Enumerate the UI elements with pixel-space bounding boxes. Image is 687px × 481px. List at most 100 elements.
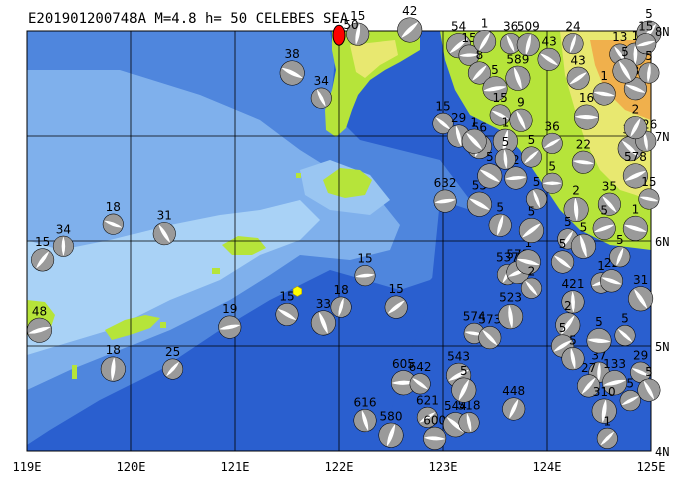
depth-label: 5 <box>559 321 567 335</box>
depth-label: 5 <box>621 312 629 326</box>
focal-mechanism-beachball <box>433 189 457 213</box>
depth-label: 2 <box>632 103 640 117</box>
depth-label: 5 <box>645 7 653 21</box>
depth-label: 1 <box>632 202 640 216</box>
depth-label: 580 <box>380 409 403 423</box>
focal-mechanism-beachball <box>563 197 589 222</box>
depth-label: 2 <box>572 184 580 198</box>
depth-label: 13 <box>612 30 627 44</box>
focal-mechanism-beachball <box>537 47 561 71</box>
focal-mechanism-beachball <box>504 166 528 190</box>
focal-mechanism-beachball <box>515 249 541 275</box>
depth-label: 1 <box>524 236 532 250</box>
focal-mechanism-beachball <box>478 326 502 350</box>
depth-label: 5 <box>600 203 608 217</box>
land-tawi <box>105 315 160 340</box>
depth-label: 18 <box>106 343 121 357</box>
focal-mechanism-beachball <box>622 163 648 189</box>
depth-label: 5 <box>564 215 572 229</box>
focal-mechanism-beachball <box>353 409 377 433</box>
depth-label: 19 <box>222 302 237 316</box>
focal-mechanism-beachball <box>218 315 242 339</box>
depth-label: 16 <box>579 91 594 105</box>
depth-label: 43 <box>571 53 586 67</box>
focal-mechanism-beachball <box>100 356 126 382</box>
lon-tick-label: 119E <box>13 460 42 474</box>
depth-label: 574 <box>463 309 486 323</box>
islet <box>160 322 166 328</box>
focal-mechanism-beachball <box>416 406 438 428</box>
figure-title: E201901200748A M=4.8 h= 50 CELEBES SEA <box>28 11 349 27</box>
depth-label: 36 <box>503 20 518 34</box>
lon-tick-label: 121E <box>221 460 250 474</box>
depth-label: 15 <box>638 20 653 34</box>
depth-label: 5 <box>548 159 556 173</box>
focal-mechanism-beachball <box>489 104 511 126</box>
focal-mechanism-beachball <box>397 17 423 43</box>
depth-label: 29 <box>451 111 466 125</box>
focal-mechanism-beachball <box>592 216 616 240</box>
depth-label: 33 <box>316 297 331 311</box>
focal-mechanism-beachball <box>614 325 636 346</box>
depth-label: 5 <box>502 135 510 149</box>
depth-label: 8 <box>476 48 484 62</box>
depth-label: 43 <box>541 34 556 48</box>
depth-label: 616 <box>354 396 377 410</box>
focal-mechanism-beachball <box>461 128 487 154</box>
focal-mechanism-beachball <box>458 412 480 434</box>
lon-tick-label: 122E <box>325 460 354 474</box>
depth-label: 2 <box>564 299 572 313</box>
depth-label: 448 <box>502 384 525 398</box>
depth-label: 5 <box>595 315 603 329</box>
depth-label: 537 <box>496 251 519 265</box>
depth-label: 1 <box>603 414 611 428</box>
depth-label: 5 <box>569 334 577 348</box>
focal-mechanism-beachball <box>466 191 492 217</box>
focal-mechanism-beachball <box>520 277 542 299</box>
depth-label: 5 <box>645 49 653 63</box>
focal-mechanism-beachball <box>346 22 370 46</box>
lon-tick-label: 124E <box>533 460 562 474</box>
depth-label: 15 <box>357 252 372 266</box>
lat-tick-label: 8N <box>655 25 669 39</box>
lon-tick-label: 123E <box>429 460 458 474</box>
focal-mechanism-beachball <box>494 148 516 170</box>
depth-label: 25 <box>165 345 180 359</box>
depth-label: 18 <box>106 200 121 214</box>
focal-mechanism-beachball <box>609 246 631 268</box>
depth-label: 38 <box>285 47 300 61</box>
depth-label: 5 <box>496 200 504 214</box>
focal-mechanism-beachball <box>467 61 491 85</box>
depth-label: 642 <box>409 360 432 374</box>
depth-label: 1 <box>502 115 510 129</box>
focal-mechanism-beachball <box>458 44 480 66</box>
focal-mechanism-beachball <box>628 286 654 312</box>
focal-mechanism-beachball <box>447 124 471 148</box>
focal-mechanism-beachball <box>477 163 503 189</box>
lat-tick-label: 4N <box>655 445 669 459</box>
islet <box>72 365 77 379</box>
depth-label: 543 <box>447 349 470 363</box>
depth-label: 5 <box>580 220 588 234</box>
focal-mechanism-beachball <box>505 65 531 91</box>
depth-label: 42 <box>402 4 417 18</box>
depth-label: 9 <box>517 95 525 109</box>
focal-mechanism-beachball <box>526 188 548 210</box>
focal-mechanism-beachball <box>586 328 612 354</box>
focal-mechanism-beachball <box>509 108 533 132</box>
depth-label: 36 <box>545 119 560 133</box>
depth-label: 589 <box>506 52 529 66</box>
depth-label: 621 <box>416 393 439 407</box>
depth-label: 5 <box>491 63 499 77</box>
focal-mechanism-beachball <box>473 30 497 53</box>
focal-mechanism-beachball <box>623 116 647 140</box>
focal-mechanism-beachball <box>432 112 454 134</box>
depth-label: 15 <box>435 99 450 113</box>
lat-tick-labels: 4N 5N 6N 7N 8N <box>655 25 669 459</box>
focal-mechanism-beachball <box>541 172 563 194</box>
focal-mechanism-beachball <box>152 222 176 246</box>
epicenter-layer <box>292 286 303 297</box>
focal-mechanism-beachball <box>638 188 660 210</box>
depth-label: 523 <box>499 291 522 305</box>
depth-label: 1 <box>470 115 478 129</box>
